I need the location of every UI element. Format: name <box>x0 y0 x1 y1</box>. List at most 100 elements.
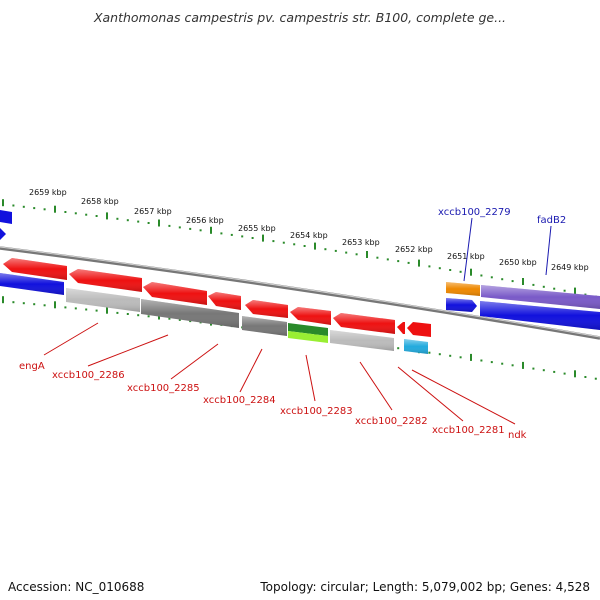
major-tick <box>522 361 524 369</box>
minor-tick <box>230 233 233 236</box>
minor-tick <box>376 256 379 259</box>
tick-label-2650: 2650 kbp <box>499 258 537 267</box>
minor-tick <box>459 270 462 273</box>
minor-tick <box>553 287 556 290</box>
category-bar-green[interactable] <box>288 323 328 336</box>
minor-tick <box>438 353 441 356</box>
major-tick <box>106 212 108 220</box>
shade-r4 <box>208 292 241 310</box>
minor-tick <box>428 265 431 268</box>
minor-tick <box>345 251 348 254</box>
minor-tick <box>542 369 545 372</box>
shade-r5 <box>245 300 288 318</box>
major-tick <box>522 278 524 285</box>
minor-tick <box>511 364 514 367</box>
label-xccb100-2284[interactable]: xccb100_2284 <box>203 395 276 406</box>
label-engA[interactable]: engA <box>19 361 45 372</box>
shade-c3 <box>242 316 287 336</box>
label-xccb100-2279[interactable]: xccb100_2279 <box>438 207 511 218</box>
forward-gene-labels: xccb100_2279 fadB2 <box>438 207 566 282</box>
category-bar-lime[interactable] <box>288 331 328 343</box>
label-xccb100-2283[interactable]: xccb100_2283 <box>280 406 353 417</box>
minor-tick <box>324 248 327 251</box>
tick-label-2649: 2649 kbp <box>551 263 589 272</box>
label-xccb100-2286[interactable]: xccb100_2286 <box>52 370 125 381</box>
minor-tick <box>501 362 504 365</box>
minor-tick <box>501 278 504 281</box>
shade-c1 <box>66 288 140 312</box>
shade-r6 <box>290 307 331 325</box>
minor-tick <box>480 359 483 362</box>
tick-label-2658: 2658 kbp <box>81 197 119 206</box>
reverse-strand-genes <box>3 258 431 337</box>
minor-tick <box>584 293 587 296</box>
gene-fadB2-shade <box>481 285 600 309</box>
minor-tick <box>241 235 244 238</box>
shade-r3 <box>143 282 207 305</box>
minor-tick <box>64 211 67 213</box>
minor-tick <box>584 376 587 378</box>
minor-tick <box>407 261 410 264</box>
leader-xccb100-2282 <box>359 361 393 411</box>
scale-labels: 2659 kbp 2658 kbp 2657 kbp 2656 kbp 2655… <box>29 188 589 272</box>
minor-tick <box>189 227 192 230</box>
major-tick <box>210 226 212 234</box>
minor-tick <box>126 219 129 222</box>
leader-xccb100-2286 <box>87 334 169 367</box>
minor-tick <box>199 229 202 232</box>
accession-text: Accession: NC_010688 <box>8 580 145 594</box>
label-ndk[interactable]: ndk <box>508 430 527 441</box>
minor-tick <box>449 269 452 271</box>
gene-left-edge-upper[interactable] <box>0 210 12 224</box>
minor-tick <box>12 204 15 207</box>
minor-tick <box>334 249 337 252</box>
gene-ndk[interactable] <box>407 322 431 337</box>
gene-left-edge-arrow[interactable] <box>0 228 6 240</box>
minor-tick <box>282 241 285 244</box>
major-tick <box>158 219 160 227</box>
minor-tick <box>12 301 15 304</box>
forward-strand-genes <box>0 210 600 309</box>
gene-ndk-small[interactable] <box>397 322 405 334</box>
minor-tick <box>386 258 389 261</box>
label-fadB2[interactable]: fadB2 <box>537 215 566 226</box>
minor-tick <box>189 320 192 323</box>
minor-tick <box>563 372 566 375</box>
major-tick <box>262 234 264 242</box>
tick-label-2656: 2656 kbp <box>186 216 224 225</box>
minor-tick <box>168 317 171 320</box>
shade-c5 <box>404 339 428 354</box>
shade-c2 <box>141 299 239 328</box>
minor-tick <box>22 302 25 305</box>
tick-label-2653: 2653 kbp <box>342 238 380 247</box>
shade-3 <box>480 301 600 330</box>
label-xccb100-2282[interactable]: xccb100_2282 <box>355 416 428 427</box>
leader-xccb100-2285 <box>170 343 219 380</box>
shade-2 <box>446 298 477 312</box>
map-title: Xanthomonas campestris pv. campestris st… <box>93 10 507 25</box>
minor-tick <box>95 309 98 312</box>
label-xccb100-2285[interactable]: xccb100_2285 <box>127 383 200 394</box>
minor-tick <box>490 276 493 279</box>
major-tick <box>54 301 56 309</box>
minor-tick <box>116 217 119 220</box>
minor-tick <box>85 308 88 311</box>
tick-label-2657: 2657 kbp <box>134 207 172 216</box>
forward-strand-genes-row2 <box>0 273 600 330</box>
minor-tick <box>126 313 129 315</box>
leader-xccb100-2279 <box>463 217 473 282</box>
minor-tick <box>147 315 150 318</box>
minor-tick <box>490 361 493 364</box>
genome-backbone <box>0 246 600 340</box>
leader-ndk <box>411 369 516 425</box>
category-bars <box>66 288 428 354</box>
minor-tick <box>594 377 597 380</box>
minor-tick <box>293 243 296 246</box>
label-xccb100-2281[interactable]: xccb100_2281 <box>432 425 505 436</box>
major-tick <box>106 306 108 314</box>
minor-tick <box>355 253 358 256</box>
shade-r1 <box>3 258 67 280</box>
tick-label-2654: 2654 kbp <box>290 231 328 240</box>
